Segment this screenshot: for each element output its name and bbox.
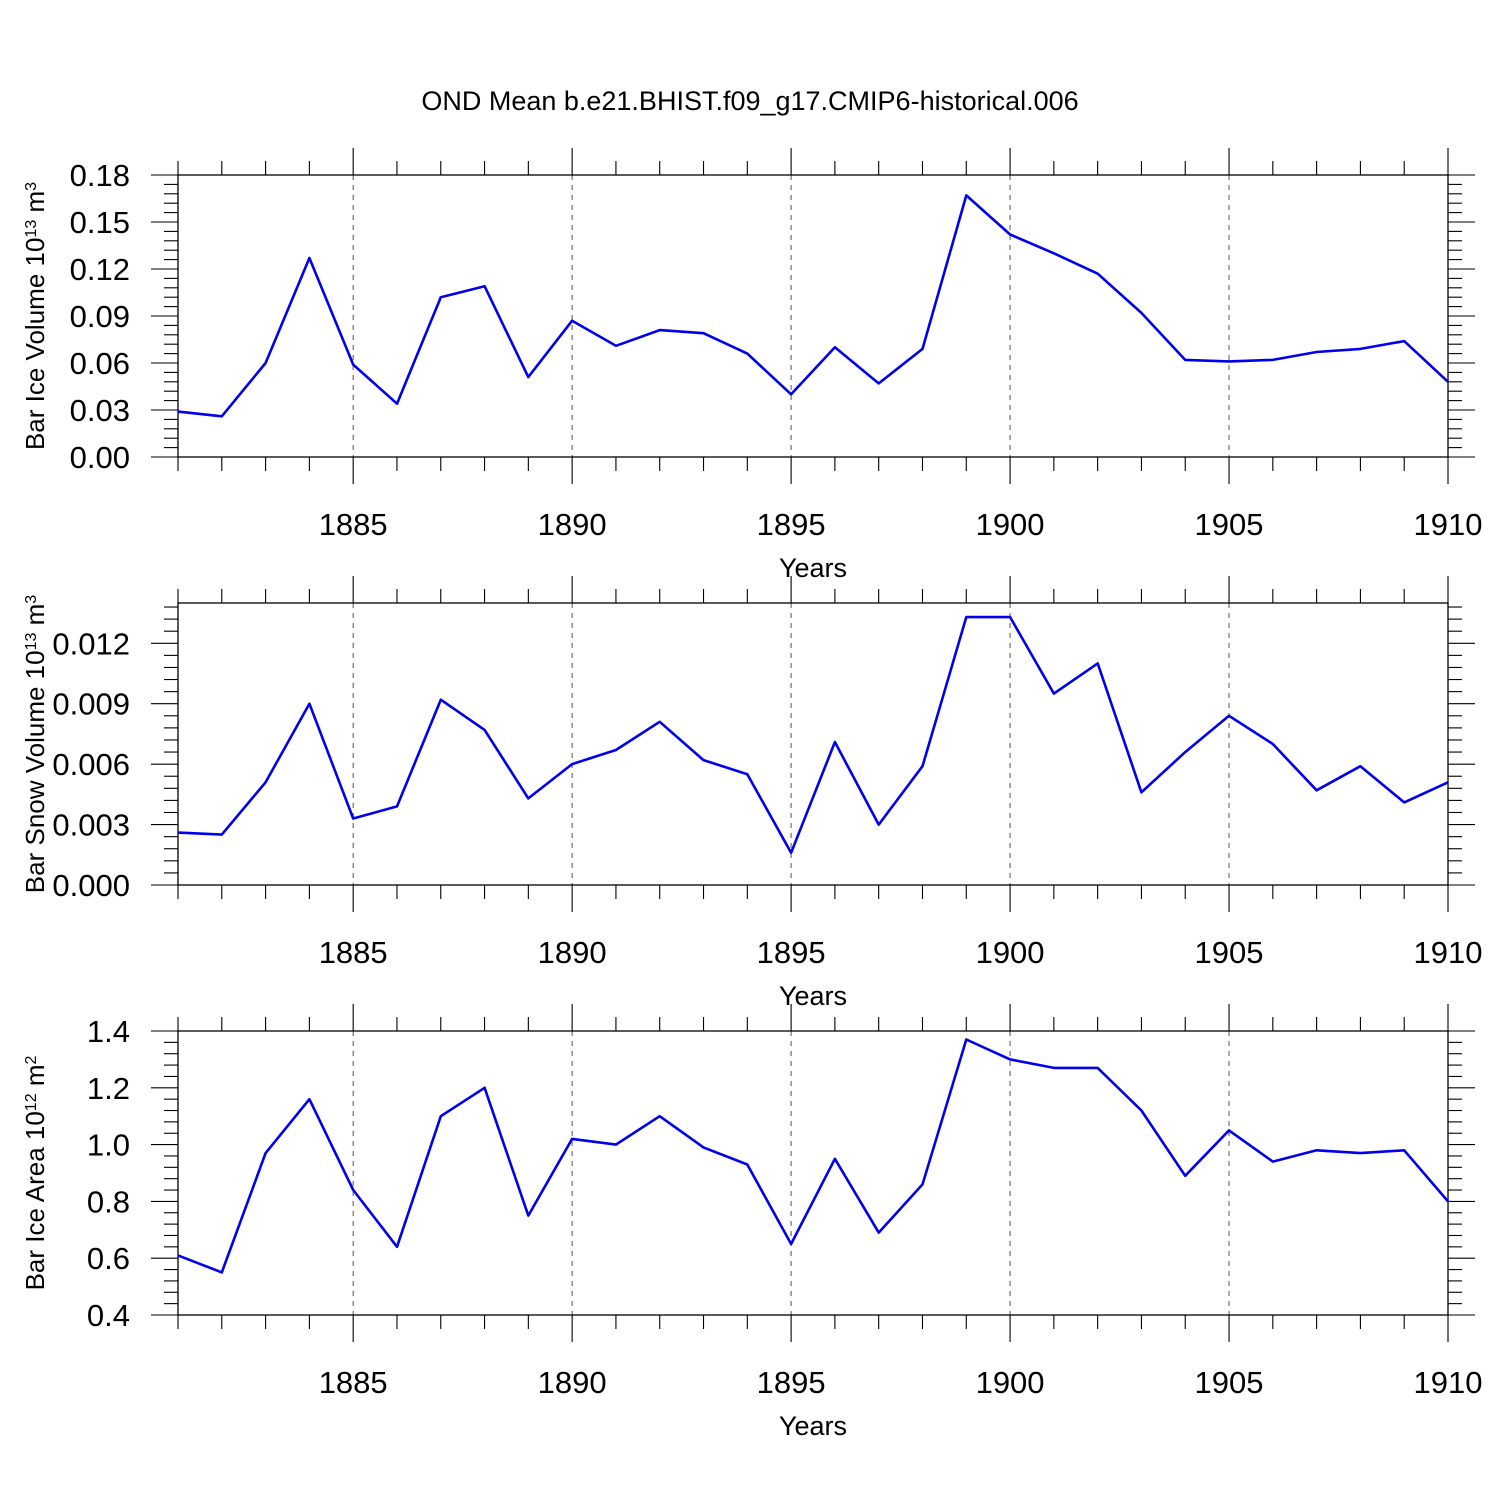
x-axis-label: Years xyxy=(779,1411,847,1441)
figure-title: OND Mean b.e21.BHIST.f09_g17.CMIP6-histo… xyxy=(421,86,1078,116)
y-tick-label: 0.03 xyxy=(70,393,130,428)
y-tick-label: 0.6 xyxy=(87,1241,130,1276)
series-line xyxy=(177,1038,1449,1274)
y-tick-label: 0.4 xyxy=(87,1298,130,1333)
y-axis-label: Bar Ice Area 1012 m2 xyxy=(20,1055,50,1290)
y-axis-label: Bar Ice Volume 1013 m3 xyxy=(20,182,50,450)
x-tick-label: 1890 xyxy=(538,935,607,970)
panel-3: 0.4 0.6 0.8 1.0 1.2 1.4 1885 1890 1895 1900 1905 19… xyxy=(20,1004,1482,1441)
y-tick-label: 0.18 xyxy=(70,158,130,193)
y-tick-label: 0.003 xyxy=(52,808,130,843)
y-tick-label: 1.0 xyxy=(87,1128,130,1163)
y-tick-label: 0.012 xyxy=(52,626,130,661)
x-tick-label: 1890 xyxy=(538,507,607,542)
x-tick-label: 1910 xyxy=(1414,1365,1483,1400)
x-tick-label: 1895 xyxy=(757,935,826,970)
x-tick-label: 1895 xyxy=(757,507,826,542)
plot-frame xyxy=(177,174,1449,458)
x-tick-label: 1890 xyxy=(538,1365,607,1400)
y-tick-label: 0.15 xyxy=(70,205,130,240)
y-tick-label: 0.8 xyxy=(87,1184,130,1219)
y-tick-label: 1.2 xyxy=(87,1071,130,1106)
panels: 0.00 0.03 0.06 0.09 0.12 0.15 0.18 1885 1890 1895… xyxy=(20,148,1482,1441)
y-tick-label: 0.006 xyxy=(52,747,130,782)
x-tick-label: 1905 xyxy=(1195,1365,1264,1400)
y-axis-label: Bar Snow Volume 1013 m3 xyxy=(20,595,50,894)
x-tick-label: 1905 xyxy=(1195,935,1264,970)
plot-frame xyxy=(177,1030,1449,1316)
panel-2: 0.000 0.003 0.006 0.009 0.012 1885 1890 1895 190… xyxy=(20,576,1482,1011)
panel-1: 0.00 0.03 0.06 0.09 0.12 0.15 0.18 1885 1890 1895… xyxy=(20,148,1482,583)
x-tick-label: 1910 xyxy=(1414,507,1483,542)
x-tick-label: 1905 xyxy=(1195,507,1264,542)
y-tick-label: 1.4 xyxy=(87,1014,130,1049)
x-tick-label: 1885 xyxy=(319,935,388,970)
series-line xyxy=(177,615,1449,855)
x-tick-label: 1895 xyxy=(757,1365,826,1400)
y-tick-label: 0.12 xyxy=(70,252,130,287)
y-tick-label: 0.06 xyxy=(70,346,130,381)
x-tick-label: 1910 xyxy=(1414,935,1483,970)
x-tick-label: 1900 xyxy=(976,507,1045,542)
plot-frame xyxy=(177,602,1449,886)
y-tick-label: 0.009 xyxy=(52,687,130,722)
y-tick-label: 0.000 xyxy=(52,868,130,903)
y-tick-label: 0.09 xyxy=(70,299,130,334)
x-tick-label: 1885 xyxy=(319,1365,388,1400)
x-tick-label: 1900 xyxy=(976,935,1045,970)
x-tick-label: 1900 xyxy=(976,1365,1045,1400)
x-axis-label: Years xyxy=(779,553,847,583)
series-line xyxy=(177,194,1449,418)
x-tick-label: 1885 xyxy=(319,507,388,542)
x-axis-label: Years xyxy=(779,981,847,1011)
y-tick-label: 0.00 xyxy=(70,440,130,475)
